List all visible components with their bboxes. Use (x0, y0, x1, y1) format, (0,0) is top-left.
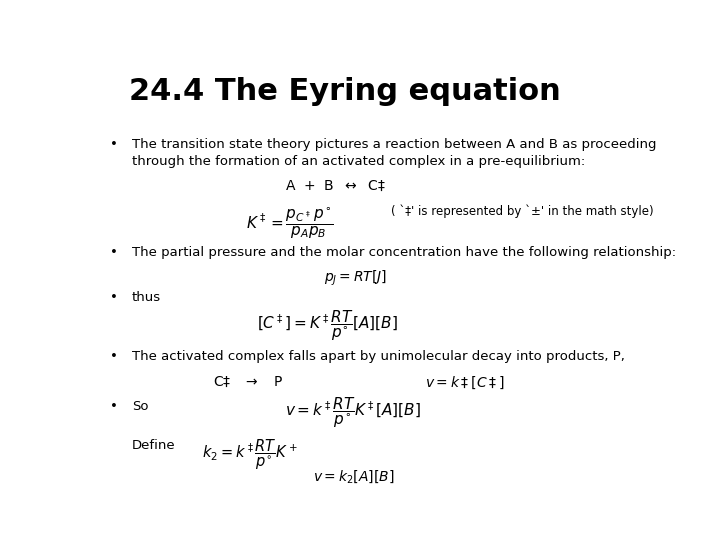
Text: $K^\ddagger = \dfrac{p_{C^\ddagger}\,p^{\circ}}{p_A p_B}$: $K^\ddagger = \dfrac{p_{C^\ddagger}\,p^{… (246, 206, 333, 241)
Text: •: • (109, 400, 117, 413)
Text: •: • (109, 349, 117, 363)
Text: •: • (109, 246, 117, 259)
Text: So: So (132, 400, 148, 413)
Text: 24.4 The Eyring equation: 24.4 The Eyring equation (129, 77, 561, 106)
Text: $v = k^\ddagger \dfrac{RT}{p^{\circ}} K^\ddagger [A][B]$: $v = k^\ddagger \dfrac{RT}{p^{\circ}} K^… (285, 395, 421, 430)
Text: ( `‡' is represented by `±' in the math style): ( `‡' is represented by `±' in the math … (392, 204, 654, 218)
Text: The partial pressure and the molar concentration have the following relationship: The partial pressure and the molar conce… (132, 246, 676, 259)
Text: The transition state theory pictures a reaction between A and B as proceeding
th: The transition state theory pictures a r… (132, 138, 657, 167)
Text: C$\ddagger$   $\rightarrow$   P: C$\ddagger$ $\rightarrow$ P (213, 375, 283, 389)
Text: $[C^\ddagger] = K^\ddagger \dfrac{RT}{p^{\circ}} [A][B]$: $[C^\ddagger] = K^\ddagger \dfrac{RT}{p^… (258, 308, 398, 343)
Text: •: • (109, 292, 117, 305)
Text: •: • (109, 138, 117, 151)
Text: $p_J = RT[J]$: $p_J = RT[J]$ (324, 268, 387, 288)
Text: $v = k_2[A][B]$: $v = k_2[A][B]$ (313, 468, 395, 485)
Text: The activated complex falls apart by unimolecular decay into products, P,: The activated complex falls apart by uni… (132, 349, 625, 363)
Text: $k_2 = k^\ddagger \dfrac{RT}{p^{\circ}} K^+$: $k_2 = k^\ddagger \dfrac{RT}{p^{\circ}} … (202, 437, 297, 472)
Text: Define: Define (132, 439, 176, 452)
Text: A  +  B  $\leftrightarrow$  C$\ddagger$: A + B $\leftrightarrow$ C$\ddagger$ (285, 179, 387, 193)
Text: $v = k\ddagger[C\ddagger]$: $v = k\ddagger[C\ddagger]$ (425, 375, 504, 391)
Text: thus: thus (132, 292, 161, 305)
